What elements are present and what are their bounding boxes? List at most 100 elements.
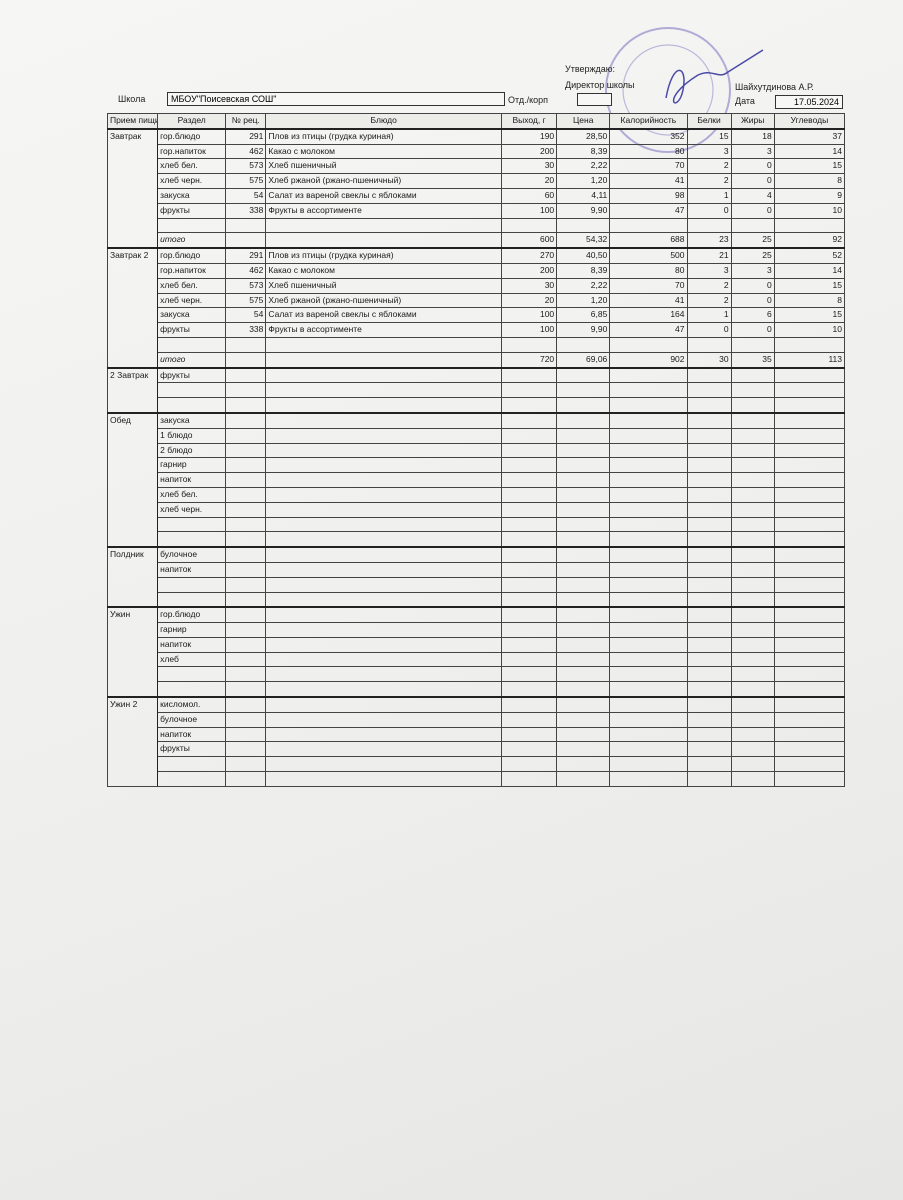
cell [609, 561, 688, 578]
cell [556, 336, 611, 353]
cell [556, 546, 611, 563]
cell [773, 636, 846, 653]
cell [686, 366, 732, 384]
cell [609, 366, 688, 384]
cell: Какао с молоком [265, 143, 503, 160]
cell: Фрукты в ассортименте [265, 202, 503, 219]
cell [730, 666, 775, 683]
cell [773, 591, 846, 608]
table-row: хлеб черн. 575 Хлеб ржаной (ржано-пшеничны… [108, 173, 846, 189]
cell [225, 696, 267, 713]
cell: 35 [730, 351, 775, 369]
cell [730, 546, 775, 563]
table-row [108, 756, 846, 773]
cell [609, 651, 688, 668]
cell [265, 622, 503, 638]
cell [730, 457, 775, 474]
table-row: гарнир [108, 457, 846, 474]
cell [773, 561, 846, 578]
cell: Хлеб ржаной (ржано-пшеничный) [265, 292, 503, 309]
school-label: Школа [118, 94, 146, 104]
cell: гор.блюдо [157, 127, 227, 145]
table-row: закуска 54 Салат из вареной свеклы с яблок… [108, 307, 846, 324]
cell: закуска [157, 411, 227, 429]
table-row [108, 576, 846, 593]
cell: 41 [609, 292, 688, 309]
cell [157, 771, 227, 787]
cell: 15 [686, 127, 732, 145]
cell [686, 591, 732, 608]
cell: 20 [501, 292, 558, 309]
column-header: Углеводы [773, 112, 846, 130]
cell: 113 [773, 351, 846, 369]
cell [686, 636, 732, 653]
cell: 92 [773, 232, 846, 249]
cell [730, 651, 775, 668]
cell [773, 411, 846, 429]
cell: хлеб черн. [157, 292, 227, 309]
cell: хлеб бел. [157, 158, 227, 175]
table-row: 1 блюдо [108, 427, 846, 444]
cell [225, 771, 267, 787]
cell [730, 382, 775, 399]
column-header: Цена [556, 112, 611, 130]
cell: 40,50 [556, 247, 611, 264]
cell [686, 442, 732, 459]
cell [730, 636, 775, 653]
cell: 352 [609, 127, 688, 145]
cell [556, 651, 611, 668]
cell: 6,85 [556, 307, 611, 324]
cell [609, 756, 688, 773]
cell: 15 [773, 277, 846, 294]
table-row [108, 382, 846, 399]
cell [556, 696, 611, 713]
cell: 15 [773, 158, 846, 175]
cell: 2 [686, 277, 732, 294]
cell [730, 427, 775, 444]
table-row: фрукты 338 Фрукты в ассортименте 100 9,90 47 0… [108, 322, 846, 338]
table-row: фрукты [108, 741, 846, 758]
cell [157, 576, 227, 593]
cell [225, 606, 267, 624]
cell: 21 [686, 247, 732, 264]
cell [556, 486, 611, 503]
cell [265, 486, 503, 503]
header-row: Прием пищи Раздел № рец. Блюдо Выход, г Цена К… [106, 112, 846, 130]
table-row [108, 516, 846, 533]
cell: 902 [609, 351, 688, 369]
cell: напиток [157, 636, 227, 653]
cell: 2,22 [556, 158, 611, 175]
cell [501, 696, 558, 713]
cell [730, 771, 775, 787]
cell: 1 [686, 187, 732, 204]
cell [225, 666, 267, 683]
cell [157, 531, 227, 548]
cell [730, 711, 775, 728]
table-row: итого 600 54,32 688 23 25 92 [108, 232, 846, 249]
cell [501, 427, 558, 444]
table-row: Полдник булочное [106, 546, 846, 608]
cell [773, 606, 846, 624]
cell [225, 622, 267, 638]
table-head: Прием пищи Раздел № рец. Блюдо Выход, г Цена К… [106, 112, 846, 130]
cell [730, 591, 775, 608]
meal-cell: Завтрак [106, 127, 159, 249]
cell: 30 [501, 158, 558, 175]
date: 17.05.2024 [775, 95, 843, 109]
cell [225, 472, 267, 488]
cell: 291 [225, 127, 267, 145]
cell [609, 606, 688, 624]
cell [501, 217, 558, 234]
cell [773, 696, 846, 713]
cell [157, 591, 227, 608]
dept-label: Отд./корп [508, 95, 548, 105]
cell [773, 516, 846, 533]
cell [225, 232, 267, 249]
cell [225, 561, 267, 578]
cell [556, 711, 611, 728]
cell [556, 756, 611, 773]
cell [265, 666, 503, 683]
cell: 0 [730, 322, 775, 338]
cell [265, 457, 503, 474]
